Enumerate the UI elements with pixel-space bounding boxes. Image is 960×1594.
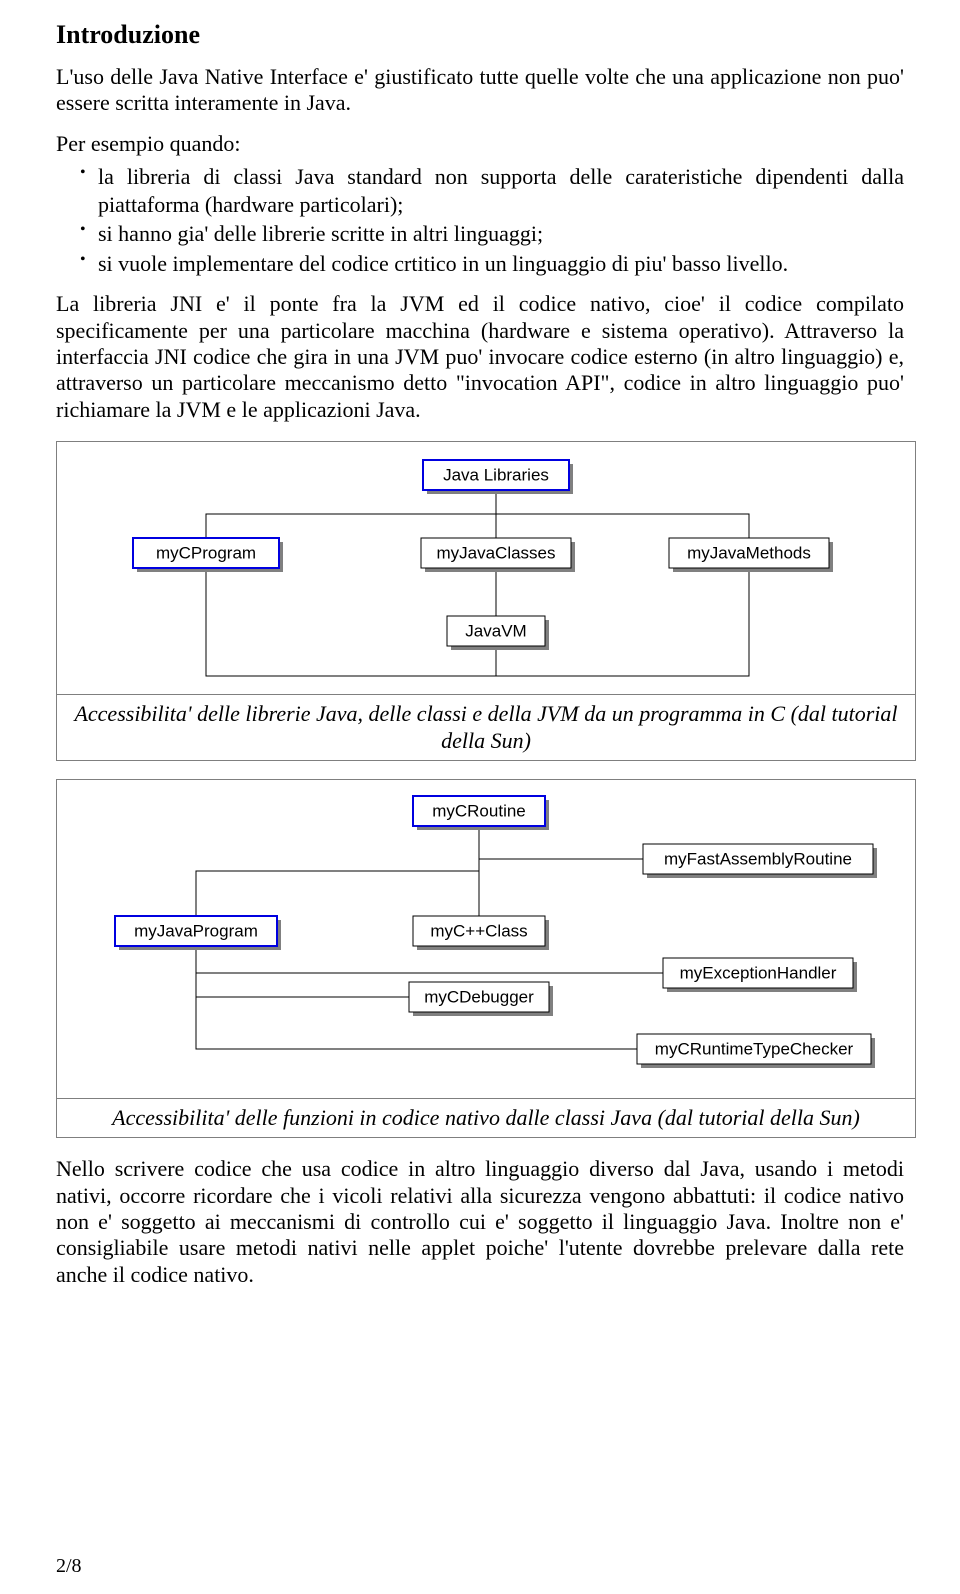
figure-2-table: myCRoutine myFastAssemblyRoutine myJavaPro… bbox=[56, 779, 916, 1138]
svg-text:myCProgram: myCProgram bbox=[156, 544, 256, 563]
figure-2-diagram-cell: myCRoutine myFastAssemblyRoutine myJavaPro… bbox=[57, 779, 916, 1098]
body-paragraph-2: Nello scrivere codice che usa codice in … bbox=[56, 1156, 904, 1288]
svg-text:myFastAssemblyRoutine: myFastAssemblyRoutine bbox=[664, 849, 852, 868]
figure-1-caption: Accessibilita' delle librerie Java, dell… bbox=[57, 695, 916, 761]
list-item: la libreria di classi Java standard non … bbox=[80, 163, 904, 218]
svg-text:myCRuntimeTypeChecker: myCRuntimeTypeChecker bbox=[655, 1039, 854, 1058]
svg-text:myExceptionHandler: myExceptionHandler bbox=[680, 963, 837, 982]
svg-text:myJavaMethods: myJavaMethods bbox=[687, 544, 811, 563]
svg-text:myJavaProgram: myJavaProgram bbox=[134, 921, 258, 940]
svg-text:myC++Class: myC++Class bbox=[430, 921, 527, 940]
diagram-2: myCRoutine myFastAssemblyRoutine myJavaPro… bbox=[63, 786, 909, 1092]
list-item: si hanno gia' delle librerie scritte in … bbox=[80, 220, 904, 248]
list-item: si vuole implementare del codice crtitic… bbox=[80, 250, 904, 278]
diagram-1: Java Libraries myCProgram myJavaClasses myJ… bbox=[63, 448, 909, 688]
svg-text:Java Libraries: Java Libraries bbox=[443, 466, 549, 485]
svg-text:JavaVM: JavaVM bbox=[465, 622, 526, 641]
figure-1-table: Java Libraries myCProgram myJavaClasses myJ… bbox=[56, 441, 916, 761]
figure-1-diagram-cell: Java Libraries myCProgram myJavaClasses myJ… bbox=[57, 442, 916, 695]
figure-2-caption: Accessibilita' delle funzioni in codice … bbox=[57, 1098, 916, 1137]
svg-text:myCRoutine: myCRoutine bbox=[432, 801, 526, 820]
bullet-list: la libreria di classi Java standard non … bbox=[56, 163, 904, 277]
section-title: Introduzione bbox=[56, 20, 904, 50]
svg-text:myJavaClasses: myJavaClasses bbox=[436, 544, 555, 563]
intro-paragraph: L'uso delle Java Native Interface e' giu… bbox=[56, 64, 904, 117]
lead-paragraph: Per esempio quando: bbox=[56, 131, 904, 157]
document-page: Introduzione L'uso delle Java Native Int… bbox=[0, 0, 960, 1594]
page-number: 2/8 bbox=[56, 1555, 82, 1578]
body-paragraph-1: La libreria JNI e' il ponte fra la JVM e… bbox=[56, 291, 904, 423]
svg-text:myCDebugger: myCDebugger bbox=[424, 987, 534, 1006]
